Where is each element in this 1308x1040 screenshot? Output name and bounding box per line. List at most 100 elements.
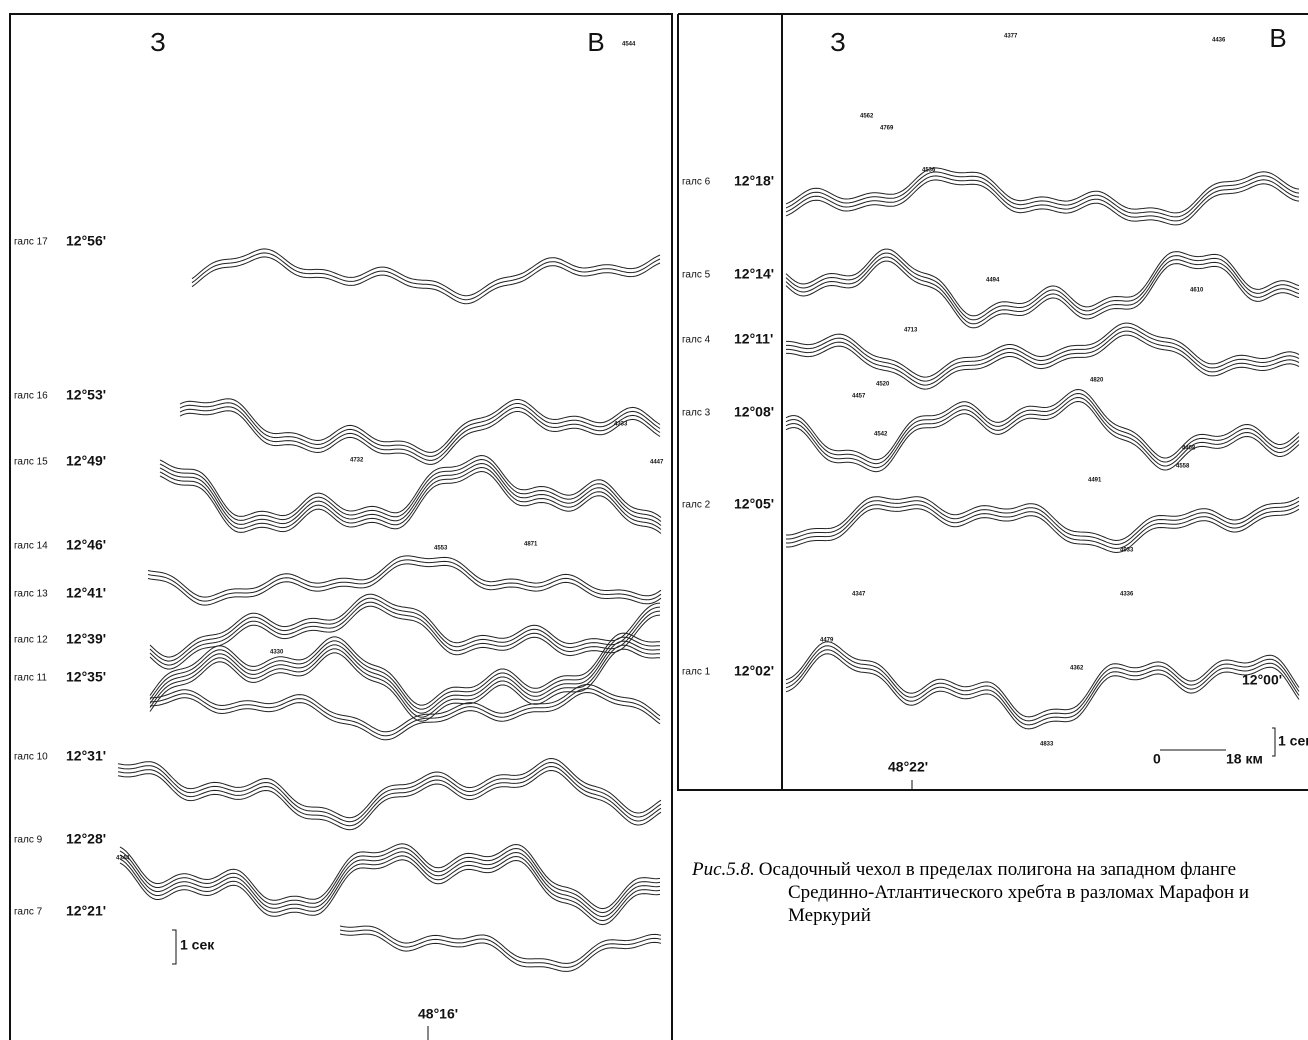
profile-line xyxy=(179,402,661,457)
depth-label: 4436 xyxy=(1212,38,1226,44)
profile-line xyxy=(159,458,662,522)
profile-line xyxy=(785,400,1300,473)
profile-name: галс 16 xyxy=(14,391,48,402)
profile-lat: 12°31' xyxy=(66,748,106,764)
profile-line xyxy=(785,179,1300,226)
scale-start: 0 xyxy=(1153,751,1161,767)
profile-line xyxy=(149,593,661,658)
east: В xyxy=(587,27,604,57)
profile-line xyxy=(339,925,662,964)
profile-line xyxy=(149,636,661,710)
profile-name: галс 2 xyxy=(682,500,711,511)
profile-line xyxy=(147,555,662,598)
depth-label: 4347 xyxy=(852,592,866,598)
depth-label: 4377 xyxy=(1004,34,1018,40)
profile-line xyxy=(785,175,1300,222)
profile-line xyxy=(785,641,1300,718)
longitude: 48°22' xyxy=(888,759,928,775)
depth-label: 4536 xyxy=(922,168,936,174)
depth-label: 4520 xyxy=(876,382,890,388)
profile-line xyxy=(785,396,1300,469)
profile-lat: 12°02' xyxy=(734,663,774,679)
profile-line xyxy=(149,640,661,714)
depth-label: 4494 xyxy=(986,278,1000,284)
profile-name: галс 7 xyxy=(14,907,43,918)
depth-label: 4713 xyxy=(904,328,918,334)
depth-label: 4479 xyxy=(820,638,834,644)
profile-line xyxy=(785,167,1300,214)
profile-line xyxy=(179,398,661,453)
profile-name: галс 1 xyxy=(682,667,711,678)
profile-lat: 12°39' xyxy=(66,631,106,647)
caption-label: Рис.5.8. xyxy=(692,859,755,880)
depth-label: 4769 xyxy=(880,126,894,132)
profile-line xyxy=(117,761,662,823)
profile-name: галс 13 xyxy=(14,589,48,600)
profile-line xyxy=(339,929,662,968)
profile-line xyxy=(179,410,661,465)
profile-name: галс 11 xyxy=(14,673,47,684)
profile-lat: 12°11' xyxy=(734,331,773,347)
depth-label: 4333 xyxy=(614,422,628,428)
depth-label: 4336 xyxy=(1120,592,1134,598)
left-frame xyxy=(9,13,673,1040)
profile-line xyxy=(159,470,662,534)
profile-line xyxy=(119,843,661,910)
profile-line xyxy=(149,691,661,741)
profile-line xyxy=(785,649,1300,726)
scale-label: 1 сек xyxy=(180,937,215,953)
profile-line xyxy=(786,330,1300,386)
profile-line xyxy=(785,645,1300,722)
profile-line xyxy=(149,605,661,670)
profile-line xyxy=(785,653,1300,730)
end-lat: 12°00' xyxy=(1242,672,1282,688)
caption-text: Осадочный чехол в пределах полигона на з… xyxy=(758,859,1250,926)
profile-line xyxy=(785,260,1300,329)
right-frame xyxy=(677,13,1308,791)
depth-label: 4871 xyxy=(524,542,538,548)
profile-name: галс 17 xyxy=(14,237,48,248)
profile-name: галс 4 xyxy=(682,335,711,346)
west: З xyxy=(830,27,846,57)
profile-name: галс 15 xyxy=(14,457,48,468)
scale-bar xyxy=(1272,727,1276,757)
profile-line xyxy=(149,632,661,706)
profile-lat: 12°49' xyxy=(66,453,106,469)
profile-name: галс 9 xyxy=(14,835,43,846)
profile-lat: 12°14' xyxy=(734,266,774,282)
profile-lat: 12°56' xyxy=(66,233,106,249)
profile-name: галс 14 xyxy=(14,541,48,552)
profile-lat: 12°53' xyxy=(66,387,106,403)
profile-line xyxy=(119,847,661,914)
depth-label: 4542 xyxy=(874,432,888,438)
profile-line xyxy=(147,563,662,606)
profile-lat: 12°08' xyxy=(734,404,774,420)
depth-label: 4820 xyxy=(1090,378,1104,384)
profile-line xyxy=(159,454,662,518)
east: В xyxy=(1269,23,1286,53)
profile-line xyxy=(191,248,661,297)
depth-label: 4553 xyxy=(434,546,448,552)
profile-lat: 12°41' xyxy=(66,585,106,601)
profile-line xyxy=(786,500,1300,546)
depth-label: 4933 xyxy=(1120,548,1134,554)
profile-line xyxy=(119,851,661,918)
depth-label: 4457 xyxy=(852,394,866,400)
profile-line xyxy=(786,508,1300,554)
profile-line xyxy=(149,683,661,733)
depth-label: 4562 xyxy=(860,114,874,120)
profile-line xyxy=(119,855,661,922)
depth-label: 4330 xyxy=(270,650,284,656)
scale-bar xyxy=(172,929,177,965)
profile-lat: 12°21' xyxy=(66,903,106,919)
profile-name: галс 6 xyxy=(682,177,711,188)
depth-label: 4447 xyxy=(650,460,664,466)
profile-line xyxy=(785,388,1300,461)
profile-line xyxy=(786,326,1300,382)
west: З xyxy=(150,27,166,57)
depth-label: 4344 xyxy=(116,856,130,862)
profile-line xyxy=(117,769,662,831)
profile-line xyxy=(159,462,662,526)
depth-label: 4732 xyxy=(350,458,364,464)
